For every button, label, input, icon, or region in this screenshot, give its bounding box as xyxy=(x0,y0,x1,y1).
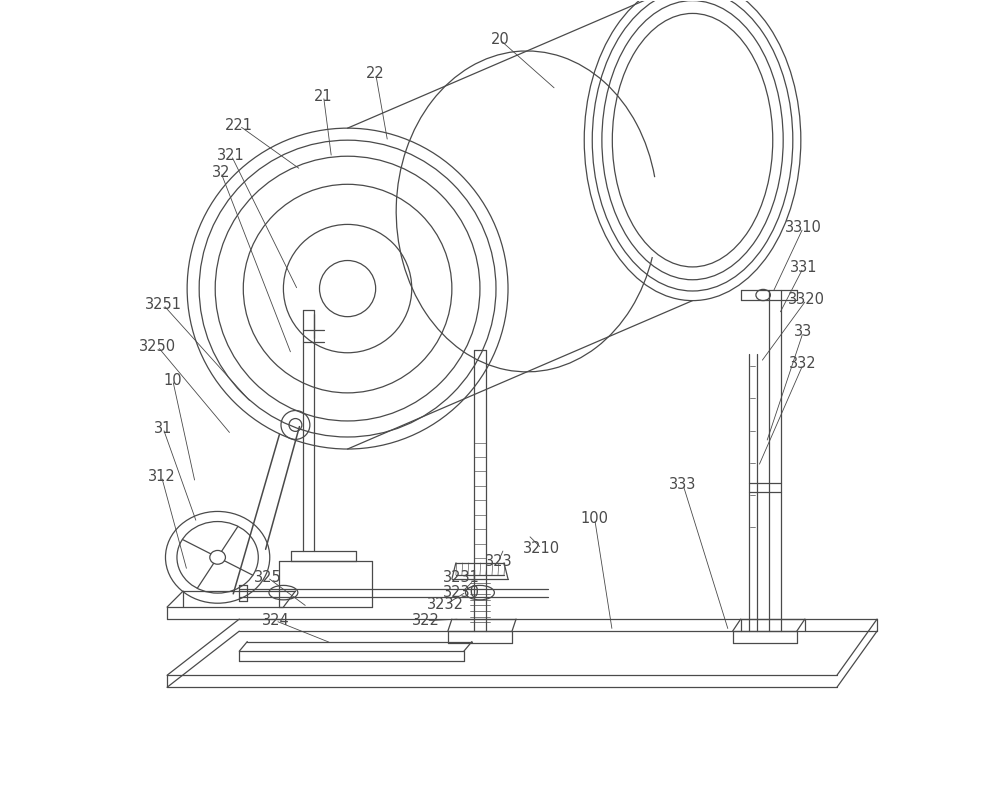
Text: 331: 331 xyxy=(789,260,817,275)
Text: 325: 325 xyxy=(253,570,281,585)
Text: 3320: 3320 xyxy=(788,292,825,308)
Text: 322: 322 xyxy=(412,613,440,628)
Text: 3210: 3210 xyxy=(523,541,560,556)
Text: 100: 100 xyxy=(581,511,609,526)
Text: 32: 32 xyxy=(212,165,230,180)
Text: 22: 22 xyxy=(366,66,385,81)
Text: 312: 312 xyxy=(148,469,175,484)
Text: 221: 221 xyxy=(225,118,253,134)
Text: 3251: 3251 xyxy=(145,297,182,312)
Text: 323: 323 xyxy=(485,554,512,569)
Text: 20: 20 xyxy=(491,32,509,47)
Text: 33: 33 xyxy=(794,324,812,340)
Text: 321: 321 xyxy=(217,148,245,163)
Text: 3250: 3250 xyxy=(139,339,176,354)
Text: 10: 10 xyxy=(163,373,182,387)
Text: 3230: 3230 xyxy=(443,585,480,600)
Text: 332: 332 xyxy=(789,357,817,371)
Text: 3232: 3232 xyxy=(427,597,464,612)
Text: 21: 21 xyxy=(314,89,333,104)
Text: 31: 31 xyxy=(154,421,172,436)
Text: 333: 333 xyxy=(669,477,697,492)
Text: 324: 324 xyxy=(262,613,289,628)
Text: 3310: 3310 xyxy=(785,220,822,235)
Text: 3231: 3231 xyxy=(443,570,480,585)
